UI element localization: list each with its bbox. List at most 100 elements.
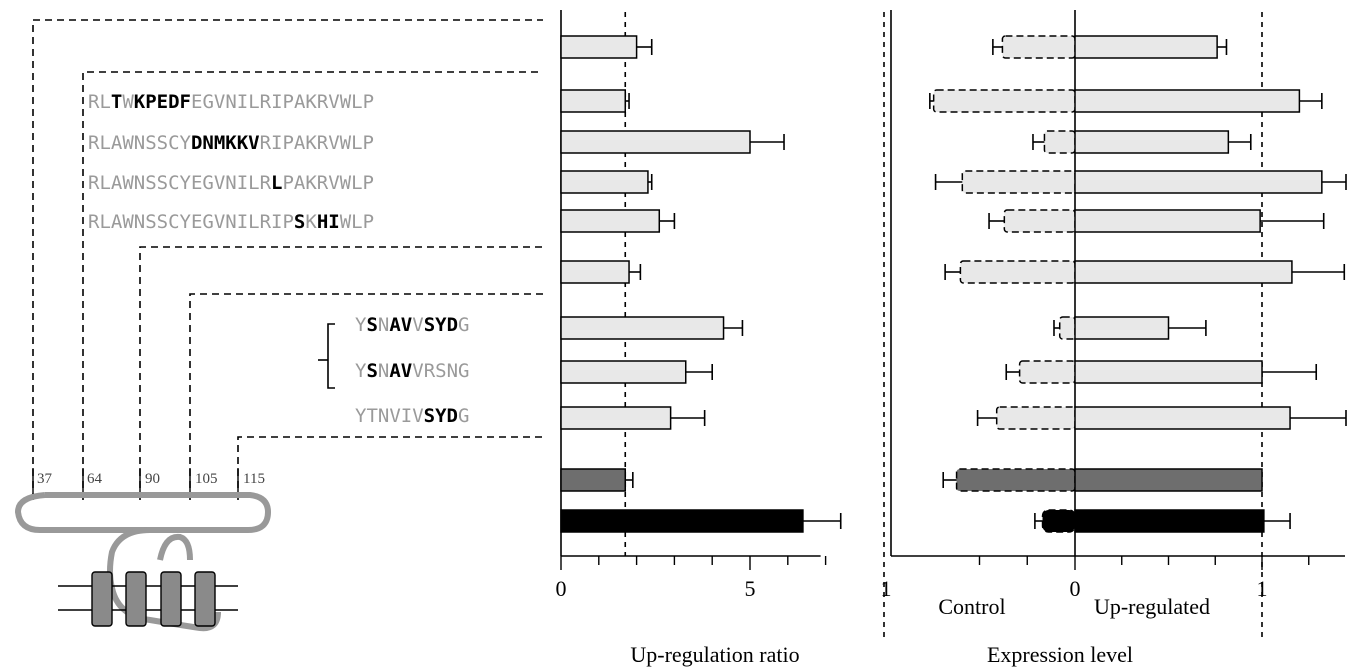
connector-115 xyxy=(237,436,543,500)
chart2-tick-label: 1 xyxy=(881,576,892,601)
conserved-residues: RIPAKRVWLP xyxy=(260,132,374,154)
ratio-bar xyxy=(560,509,804,533)
connector-105 xyxy=(189,293,543,500)
position-label: 90 xyxy=(145,471,160,487)
mutated-residues: S xyxy=(294,211,305,233)
sequence-row-1: RLTWKPEDFEGVNILRIPAKRVWLP xyxy=(88,91,374,113)
upregulated-bar xyxy=(1074,406,1291,430)
mutated-residues: L xyxy=(271,172,282,194)
chart1-xlabel: Up-regulation ratio xyxy=(630,642,799,667)
sequence-block-a: RLTWKPEDFEGVNILRIPAKRVWLP RLAWNSSCYDNMKKV… xyxy=(88,91,374,233)
upregulated-bar xyxy=(1074,35,1218,59)
conserved-residues: YTNVIV xyxy=(355,405,424,427)
conserved-residues: W xyxy=(122,91,134,113)
conserved-residues: G xyxy=(458,314,469,336)
control-bar xyxy=(932,89,1076,113)
chart2-xlabel: Expression level xyxy=(987,642,1133,667)
upregulated-label: Up-regulated xyxy=(1094,594,1210,619)
position-label: 64 xyxy=(87,471,103,487)
chart1-tick-label: 0 xyxy=(556,576,567,601)
control-bar xyxy=(1018,360,1076,384)
mutated-residues: AV xyxy=(389,360,412,382)
conserved-residues: N xyxy=(378,360,389,382)
expression-level-chart: 1 0 1 xyxy=(881,10,1347,640)
control-bar xyxy=(1003,209,1076,233)
mutated-residues: KPEDF xyxy=(134,91,191,113)
ratio-bar xyxy=(560,130,751,154)
connector-90 xyxy=(139,246,543,500)
extracellular-loop xyxy=(14,492,272,533)
mutated-residues: SYD xyxy=(424,314,458,336)
conserved-residues: K xyxy=(305,211,317,233)
control-bar xyxy=(995,406,1076,430)
upregulated-bar xyxy=(1074,360,1263,384)
conserved-residues: Y xyxy=(355,360,367,382)
upregulated-bar xyxy=(1074,170,1323,194)
ratio-bar xyxy=(560,89,627,113)
connector-64 xyxy=(82,71,543,500)
mutated-residues: AV xyxy=(389,314,412,336)
control-bar xyxy=(961,170,1076,194)
transmembrane-helix-2 xyxy=(125,571,147,627)
conserved-residues: RLAWNSSCY xyxy=(88,132,192,154)
position-label: 115 xyxy=(243,471,265,487)
transmembrane-helix-4 xyxy=(194,571,216,627)
loop-sequence-row-1: YSNAVVSYDG xyxy=(355,314,469,336)
conserved-residues: WLP xyxy=(340,211,374,233)
conserved-residues: N xyxy=(378,314,389,336)
conserved-residues: G xyxy=(458,405,469,427)
conserved-residues: RLAWNSSCYEGVNILR xyxy=(88,172,272,194)
mutated-residues: T xyxy=(111,91,122,113)
control-bar xyxy=(1058,316,1076,340)
conserved-residues: EGVNILRIPAKRVWLP xyxy=(191,91,374,113)
domain-position-ticks xyxy=(32,468,239,496)
intracellular-loop xyxy=(157,533,193,561)
control-label: Control xyxy=(938,594,1005,619)
mutated-residues: HI xyxy=(317,211,340,233)
mutated-residues: S xyxy=(366,360,377,382)
upregulated-bar xyxy=(1074,89,1301,113)
conserved-residues: Y xyxy=(355,314,367,336)
control-bar xyxy=(1043,130,1076,154)
transmembrane-helix-3 xyxy=(160,571,182,627)
control-bar xyxy=(955,468,1076,492)
ratio-bar xyxy=(560,35,638,59)
connector-37 xyxy=(32,19,543,500)
ratio-bar xyxy=(560,260,630,284)
ratio-bar xyxy=(560,316,725,340)
conserved-residues: RLAWNSSCYEGVNILRIP xyxy=(88,211,294,233)
control-bar xyxy=(1001,35,1076,59)
transmembrane-helix-1 xyxy=(91,571,113,627)
loop-sequence-row-3: YTNVIVSYDG xyxy=(355,405,469,427)
sequence-row-3: RLAWNSSCYEGVNILRLPAKRVWLP xyxy=(88,172,374,194)
receptor-cartoon-icon xyxy=(14,492,272,632)
ratio-bar xyxy=(560,170,649,194)
conserved-residues: VRSNG xyxy=(412,360,469,382)
conserved-residues: V xyxy=(412,314,423,336)
upregulated-bar xyxy=(1074,316,1170,340)
sequence-tree-bracket xyxy=(318,323,335,389)
loop-sequence-row-2: YSNAVVRSNG xyxy=(355,360,469,382)
upregulated-bar xyxy=(1074,209,1261,233)
mutated-residues: DNMKKV xyxy=(191,132,260,154)
sequence-row-4: RLAWNSSCYEGVNILRIPSKHIWLP xyxy=(88,211,374,233)
position-label: 37 xyxy=(37,471,53,487)
domain-connectors xyxy=(32,19,543,500)
chart1-tick-label: 5 xyxy=(745,576,756,601)
upregulated-bar xyxy=(1074,260,1293,284)
upregulated-bar xyxy=(1074,468,1263,492)
ratio-bar xyxy=(560,468,627,492)
position-label: 105 xyxy=(195,471,218,487)
mutated-residues: S xyxy=(366,314,377,336)
mutated-residues: SYD xyxy=(424,405,458,427)
chart2-tick-label: 1 xyxy=(1257,576,1268,601)
ratio-bar xyxy=(560,360,687,384)
control-bar xyxy=(1041,509,1076,533)
upregulated-bar xyxy=(1074,509,1265,533)
conserved-residues: RL xyxy=(88,91,111,113)
ratio-bar xyxy=(560,209,661,233)
control-bar xyxy=(959,260,1076,284)
